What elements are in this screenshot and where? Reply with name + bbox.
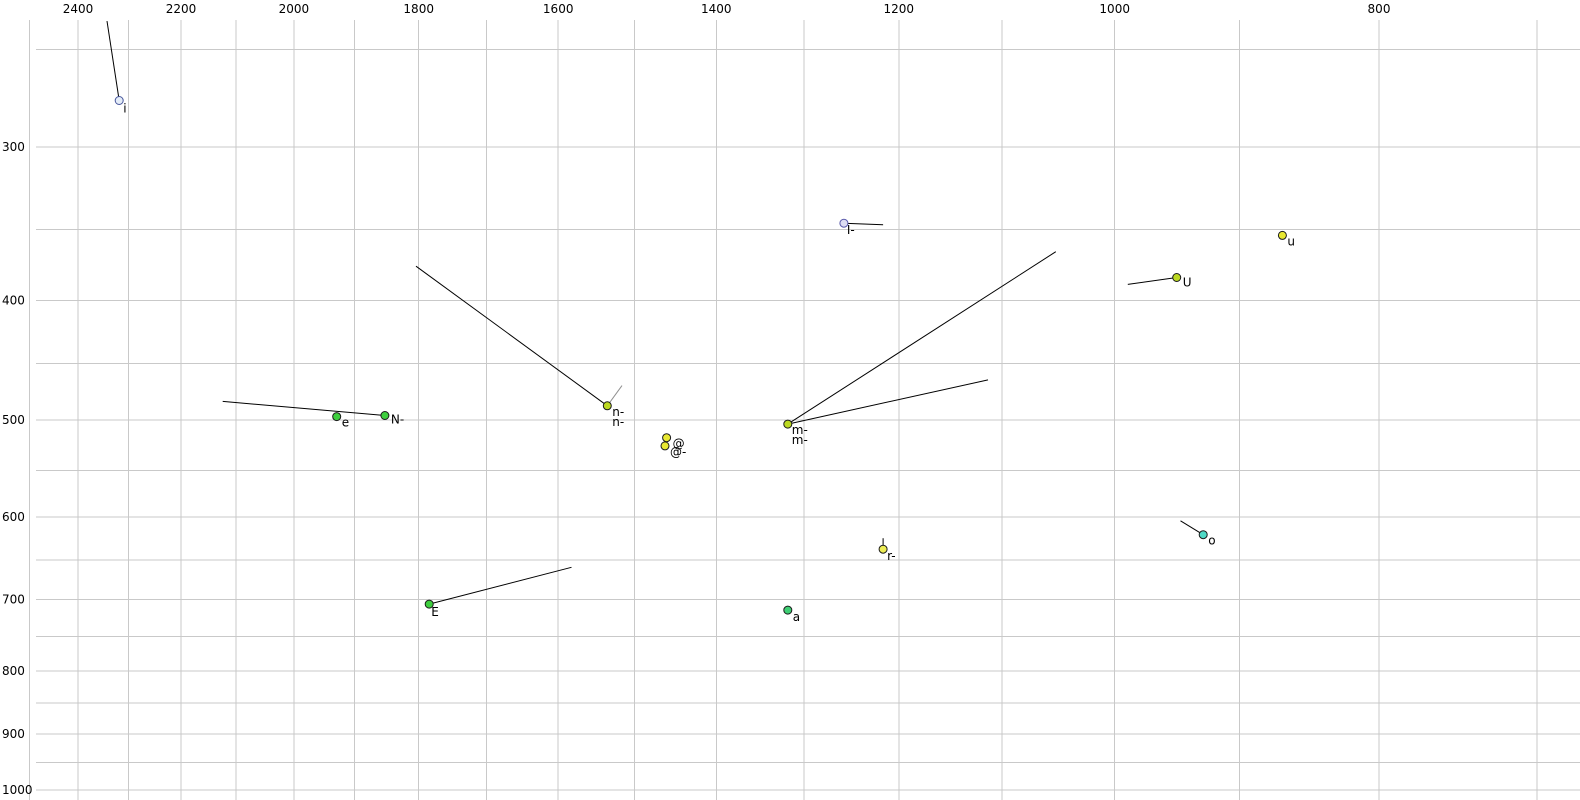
point-i: [114, 96, 124, 105]
point-e: [332, 412, 342, 422]
x-tick-label-1200: 1200: [884, 2, 915, 16]
segment-traj-m-long: [787, 251, 1057, 425]
point-label-U: U: [1183, 276, 1192, 290]
point-label-n-: n-: [612, 405, 624, 419]
y-tick-label-500: 500: [2, 413, 25, 427]
x-tick-label-2000: 2000: [279, 2, 310, 16]
point-label-@: @: [673, 437, 685, 451]
point-label-e: e: [342, 416, 349, 430]
x-tick-label-1600: 1600: [543, 2, 574, 16]
x-tick-label-1400: 1400: [701, 2, 732, 16]
point-r-: [878, 544, 888, 554]
y-tick-label-700: 700: [2, 593, 25, 607]
point-label-E: E: [431, 605, 439, 619]
axis-tick-labels: 2400 2200 2000 1800 1600 1400 1200 1000 800 300 40…: [2, 2, 1390, 797]
point-label-@-: @-: [670, 445, 686, 459]
point-m-: [783, 419, 793, 429]
point-label-i: i: [123, 102, 126, 116]
y-tick-label-600: 600: [2, 510, 25, 524]
point-@-: [660, 441, 670, 451]
trajectory-lines: [106, 21, 1204, 605]
point-I-: [839, 218, 849, 228]
y-tick-label-800: 800: [2, 664, 25, 678]
data-points: i e N- En-n- @@- I-m-m-u Uo r-a: [114, 96, 1295, 624]
point-label-n--1: n-: [612, 415, 624, 429]
point-E: [424, 599, 434, 609]
y-tick-label-300: 300: [2, 140, 25, 154]
segment-traj-U: [1127, 277, 1177, 285]
point-u: [1277, 230, 1287, 240]
point-n-: [602, 401, 612, 411]
x-tick-label-1800: 1800: [403, 2, 434, 16]
point-label-u: u: [1287, 234, 1295, 248]
segment-traj-e-N: [222, 400, 385, 416]
segment-traj-n: [415, 265, 608, 407]
point-o: [1198, 530, 1208, 540]
point-@: [662, 433, 672, 443]
x-tick-label-1000: 1000: [1099, 2, 1130, 16]
point-label-I-: I-: [847, 223, 855, 237]
point-label-o: o: [1208, 534, 1215, 548]
segment-traj-E: [429, 566, 572, 605]
point-N-: [380, 411, 390, 420]
y-tick-label-900: 900: [2, 727, 25, 741]
x-tick-label-800: 800: [1368, 2, 1391, 16]
point-label-N-: N-: [391, 413, 404, 427]
point-U: [1172, 273, 1182, 282]
segment-traj-I: [843, 222, 884, 226]
point-a: [783, 605, 793, 615]
segment-traj-m-short: [787, 379, 989, 425]
y-tick-label-400: 400: [2, 294, 25, 308]
x-tick-label-2400: 2400: [63, 2, 94, 16]
segment-traj-i: [106, 21, 120, 101]
point-label-m--1: m-: [792, 433, 808, 447]
x-tick-label-2200: 2200: [166, 2, 197, 16]
point-label-r-: r-: [887, 549, 896, 563]
point-label-a: a: [793, 610, 800, 624]
y-tick-label-1000: 1000: [2, 783, 33, 797]
grid: [29, 20, 1580, 800]
point-label-m-: m-: [792, 423, 808, 437]
